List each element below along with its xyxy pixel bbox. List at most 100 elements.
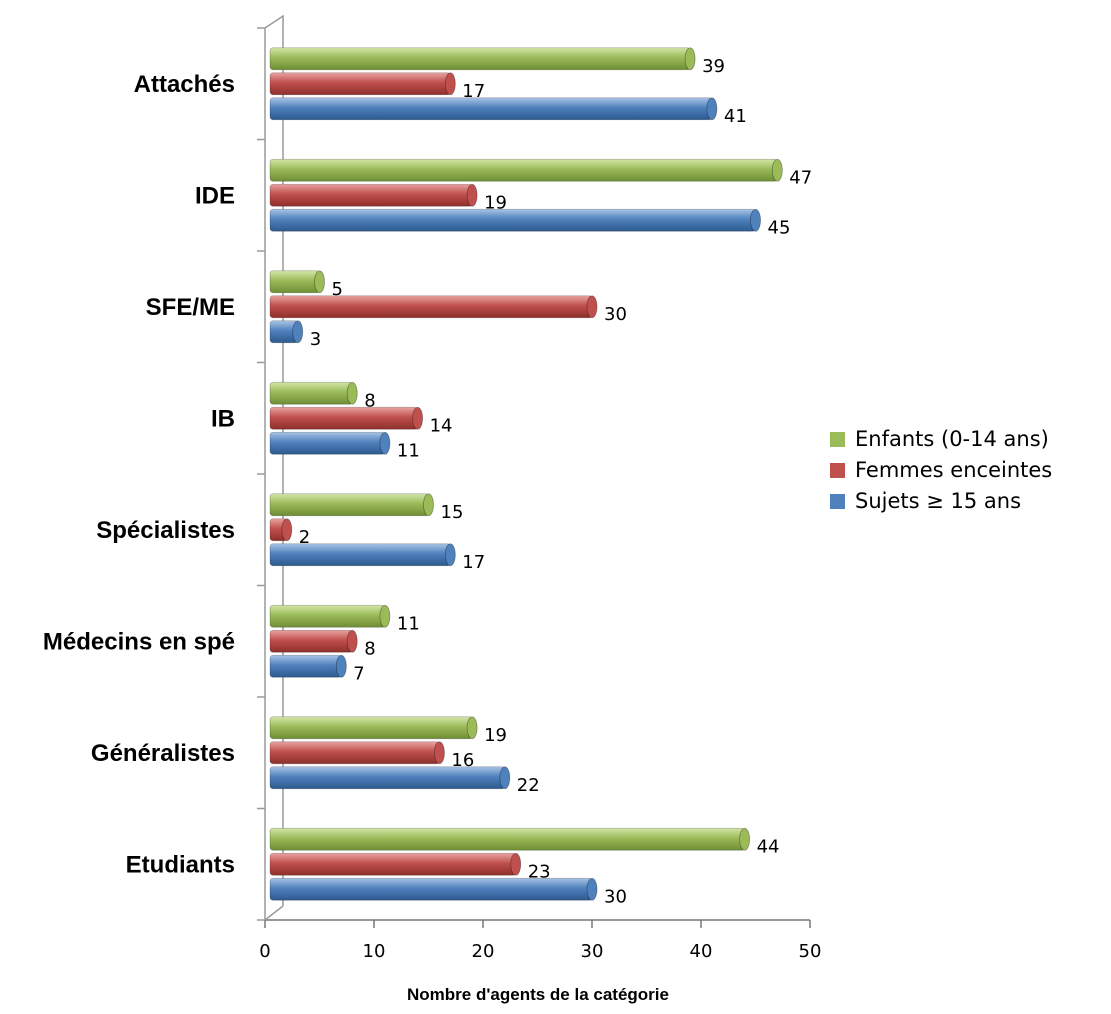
bar-cap (433, 741, 445, 765)
bar (269, 72, 456, 96)
bar (269, 716, 478, 740)
bar-cap (771, 158, 783, 182)
bar (269, 431, 391, 455)
data-label: 39 (702, 56, 725, 77)
bar-cap (346, 381, 358, 405)
bar-cap (423, 493, 434, 517)
bar-cap (335, 654, 347, 678)
data-label: 41 (724, 106, 747, 127)
bar (269, 270, 325, 294)
bar-body (269, 158, 778, 182)
x-tick-label: 20 (472, 941, 495, 962)
bar-body (269, 183, 473, 207)
data-label: 11 (397, 440, 420, 461)
bar-body (269, 852, 517, 876)
data-label: 44 (757, 836, 780, 857)
bar-body (269, 493, 429, 517)
x-tick-label: 50 (799, 941, 822, 962)
x-axis-title: Nombre d'agents de la catégorie (407, 985, 669, 1004)
data-label: 45 (768, 217, 791, 238)
bar (269, 208, 761, 232)
data-label: 17 (462, 81, 485, 102)
legend-label: Enfants (0-14 ans) (855, 427, 1049, 451)
bar-body (269, 741, 440, 765)
bar (269, 518, 293, 542)
category-label: SFE/ME (146, 294, 235, 321)
bar-body (269, 270, 320, 294)
bar-body (269, 381, 353, 405)
legend-swatch (830, 463, 845, 478)
bars (269, 47, 783, 901)
bar (269, 741, 445, 765)
bar-cap (314, 270, 325, 294)
bar (269, 47, 696, 71)
data-label: 30 (604, 304, 627, 325)
data-label: 22 (517, 775, 540, 796)
data-label: 5 (332, 279, 343, 300)
floor-edge (264, 905, 284, 921)
bar-cap (499, 766, 511, 790)
bar (269, 295, 598, 319)
data-label: 23 (528, 861, 551, 882)
bar (269, 97, 718, 121)
bar-body (269, 406, 419, 430)
bar (269, 604, 391, 628)
bar (269, 381, 358, 405)
bar (269, 766, 511, 790)
bar (269, 493, 434, 517)
bar-cap (739, 827, 750, 851)
data-label: 11 (397, 613, 420, 634)
data-label: 3 (310, 329, 321, 350)
bar-body (269, 208, 756, 232)
axes (257, 14, 811, 928)
bar (269, 827, 750, 851)
data-label: 19 (484, 725, 507, 746)
bar-cap (444, 72, 456, 96)
bar-cap (412, 406, 424, 430)
bar-body (269, 72, 451, 96)
legend-label: Sujets ≥ 15 ans (855, 489, 1021, 513)
x-tick-label: 10 (363, 941, 386, 962)
legend-swatch (830, 494, 845, 509)
bar-body (269, 97, 713, 121)
category-label: Spécialistes (96, 517, 235, 544)
bar-cap (379, 604, 391, 628)
bar (269, 158, 783, 182)
data-label: 8 (364, 638, 375, 659)
bar (269, 320, 304, 344)
category-label: Etudiants (126, 851, 235, 878)
bar-cap (586, 295, 598, 319)
bar-cap (706, 97, 718, 121)
x-tick-label: 40 (690, 941, 713, 962)
bar-cap (586, 877, 598, 901)
category-label: IDE (195, 182, 235, 209)
legend-label: Femmes enceintes (855, 458, 1052, 482)
data-label: 47 (789, 167, 812, 188)
bar-cap (510, 852, 522, 876)
category-label: Attachés (134, 71, 235, 98)
bar (269, 877, 598, 901)
bar-cap (379, 431, 391, 455)
bar (269, 629, 358, 653)
category-label: Médecins en spé (43, 628, 235, 655)
x-tick-label: 0 (259, 941, 270, 962)
bar-body (269, 543, 451, 567)
bar-body (269, 716, 473, 740)
data-label: 19 (484, 192, 507, 213)
legend-swatch (830, 432, 845, 447)
data-label: 16 (451, 750, 474, 771)
data-label: 14 (430, 415, 453, 436)
data-label: 8 (364, 390, 375, 411)
bar (269, 654, 347, 678)
data-label: 2 (299, 527, 310, 548)
labels: 0 10 20 30 40 50 Attachés 39 17 41 IDE 47 19 45 SFE/ME… (43, 56, 822, 962)
data-label: 17 (462, 552, 485, 573)
data-label: 7 (353, 663, 364, 684)
bar-body (269, 295, 593, 319)
bar (269, 543, 456, 567)
bar-body (269, 629, 353, 653)
bar-cap (292, 320, 304, 344)
bar-cap (466, 183, 478, 207)
bar-cap (750, 208, 761, 232)
bar-cap (281, 518, 293, 542)
